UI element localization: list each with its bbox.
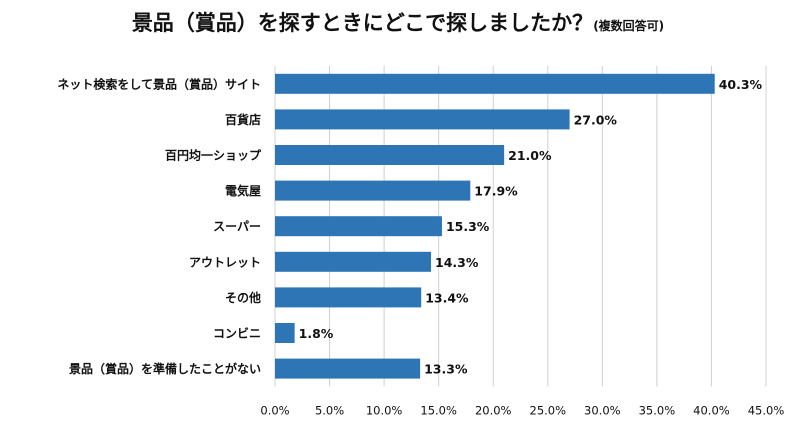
- x-tick-label: 10.0%: [366, 403, 403, 417]
- value-label: 15.3%: [446, 219, 490, 234]
- value-label: 17.9%: [474, 184, 518, 199]
- category-label: 百円均一ショップ: [165, 148, 262, 163]
- bar: [275, 145, 505, 165]
- bar: [275, 358, 421, 379]
- chart-title-main: 景品（賞品）を探すときにどこで探しましたか？: [132, 11, 593, 35]
- value-label: 27.0%: [574, 112, 618, 127]
- category-label: 電気屋: [225, 183, 261, 198]
- category-label: 景品（賞品）を準備したことがない: [69, 361, 261, 376]
- bar: [275, 73, 715, 94]
- chart-title: 景品（賞品）を探すときにどこで探しましたか？(複数回答可): [132, 11, 664, 35]
- x-tick-label: 45.0%: [748, 403, 785, 417]
- bar: [275, 180, 471, 201]
- value-label: 21.0%: [508, 148, 552, 163]
- x-tick-label: 5.0%: [315, 403, 344, 417]
- chart-title-note: (複数回答可): [593, 18, 664, 33]
- category-labels: ネット検索をして景品（賞品）サイト百貨店百円均一ショップ電気屋スーパーアウトレッ…: [57, 76, 262, 376]
- value-label: 40.3%: [719, 77, 763, 92]
- value-label: 13.4%: [425, 290, 469, 305]
- x-tick-label: 25.0%: [530, 403, 567, 417]
- value-labels: 40.3% 27.0% 21.0% 17.9% 15.3% 14.3% 13.4% 1.8% 1…: [299, 77, 763, 377]
- x-tick-label: 30.0%: [584, 403, 621, 417]
- bar: [275, 287, 422, 308]
- bar: [275, 323, 295, 343]
- value-label: 14.3%: [435, 255, 479, 270]
- category-label: 百貨店: [225, 112, 261, 127]
- bar: [275, 251, 432, 272]
- x-axis-tick-labels: 0.0% 5.0% 10.0% 15.0% 20.0% 25.0% 30.0% 35.0% 40…: [260, 403, 784, 417]
- category-label: スーパー: [213, 220, 261, 234]
- x-tick-label: 40.0%: [693, 403, 730, 417]
- value-label: 1.8%: [299, 326, 334, 341]
- value-label: 13.3%: [424, 362, 468, 377]
- x-tick-label: 20.0%: [475, 403, 512, 417]
- category-label: ネット検索をして景品（賞品）サイト: [57, 76, 261, 91]
- bars: [275, 73, 715, 379]
- category-label: コンビニ: [213, 326, 261, 341]
- x-tick-label: 15.0%: [420, 403, 457, 417]
- x-tick-label: 0.0%: [260, 403, 289, 417]
- category-label: その他: [225, 290, 261, 305]
- bar: [275, 216, 442, 237]
- bar: [275, 109, 570, 130]
- category-label: アウトレット: [189, 255, 261, 269]
- x-tick-label: 35.0%: [639, 403, 676, 417]
